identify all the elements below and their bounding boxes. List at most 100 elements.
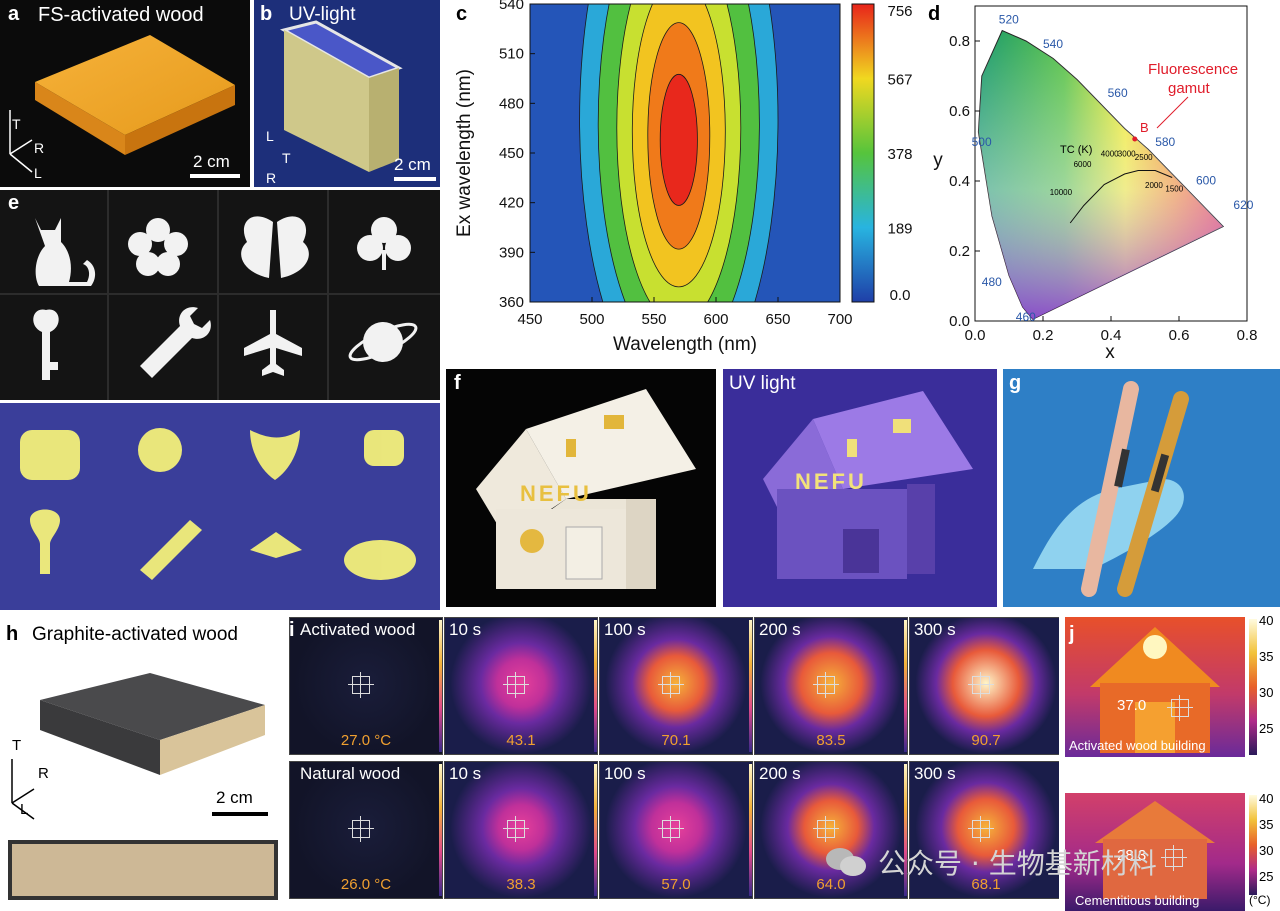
panel-g: g bbox=[1003, 369, 1280, 607]
panel-label: b bbox=[260, 3, 273, 25]
tc-label: TC (K) bbox=[1060, 144, 1092, 156]
wrench-shape bbox=[140, 307, 211, 378]
measure-point-icon bbox=[658, 816, 684, 842]
tc-value: 2500 bbox=[1135, 153, 1153, 162]
x-tick-label: 0.8 bbox=[1237, 327, 1258, 344]
panel-f: f NEFU bbox=[446, 369, 716, 607]
x-tick-label: 700 bbox=[827, 311, 852, 328]
x-tick-label: 450 bbox=[517, 311, 542, 328]
wavelength-label: 540 bbox=[1043, 37, 1063, 51]
panel-label: i bbox=[289, 619, 295, 641]
y-tick-label: 420 bbox=[499, 195, 524, 212]
butterfly-shape bbox=[241, 216, 309, 278]
panel-a: a FS-activated wood T R L 2 cm bbox=[0, 0, 250, 187]
panel-e: e bbox=[0, 190, 440, 610]
wavelength-label: 620 bbox=[1233, 198, 1253, 212]
thermal-image: 100 s 70.1 bbox=[599, 617, 753, 755]
axis-t: T bbox=[12, 737, 22, 754]
thermal-image: 10 s 38.3 bbox=[444, 761, 598, 899]
thermal-image: 200 s 83.5 bbox=[754, 617, 908, 755]
y-tick-label: 0.0 bbox=[949, 313, 970, 330]
colorbar-tick: 25 bbox=[1259, 869, 1274, 884]
colorbar-tick-label: 189 bbox=[887, 221, 912, 238]
thermal-title: 100 s bbox=[604, 764, 646, 783]
planet-shape bbox=[348, 322, 418, 362]
y-tick-label: 540 bbox=[499, 0, 524, 13]
panel-label: f bbox=[454, 372, 461, 394]
thermal-title: 10 s bbox=[449, 620, 482, 639]
temperature-value: 38.3 bbox=[506, 876, 536, 893]
building-caption: Activated wood building bbox=[1069, 738, 1206, 753]
x-tick-label: 600 bbox=[703, 311, 728, 328]
x-axis-label: Wavelength (nm) bbox=[613, 334, 757, 355]
measure-point-icon bbox=[503, 672, 529, 698]
temperature-colorbar bbox=[594, 620, 597, 752]
x-tick-label: 0.2 bbox=[1033, 327, 1054, 344]
scale-bar bbox=[212, 812, 268, 816]
measure-point-icon bbox=[813, 672, 839, 698]
temperature-colorbar bbox=[1249, 795, 1257, 895]
axis-r: R bbox=[34, 140, 45, 156]
colorbar-tick: 30 bbox=[1259, 843, 1274, 858]
y-tick-label: 480 bbox=[499, 95, 524, 112]
axis-t: T bbox=[282, 150, 291, 166]
colorbar-tick: 40 bbox=[1259, 791, 1274, 806]
colorbar-unit: (°C) bbox=[1249, 893, 1271, 907]
wavelength-label: 580 bbox=[1155, 135, 1175, 149]
house-sign: NEFU bbox=[520, 481, 592, 506]
thermal-image: 300 s 68.1 bbox=[909, 761, 1059, 899]
temperature-value: 28.3 bbox=[1117, 847, 1147, 864]
panel-i: Activated wood 27.0 °C 10 s 43.1 100 s 70.1 20… bbox=[289, 615, 1059, 911]
axis-l: L bbox=[20, 801, 29, 818]
axis-r: R bbox=[38, 765, 49, 782]
colorbar-tick-label: 0.0 bbox=[890, 287, 911, 304]
y-tick-label: 0.6 bbox=[949, 103, 970, 120]
panel-f-uv: UV light NEFU bbox=[723, 369, 997, 607]
y-axis-label: y bbox=[933, 150, 943, 171]
measure-point-icon bbox=[658, 672, 684, 698]
panel-label: e bbox=[8, 192, 20, 214]
axis-l: L bbox=[34, 165, 42, 181]
thermal-title: Natural wood bbox=[300, 764, 401, 783]
x-tick-label: 650 bbox=[765, 311, 790, 328]
measure-point-icon bbox=[348, 816, 374, 842]
thermal-title: 200 s bbox=[759, 620, 801, 639]
panel-label: d bbox=[928, 3, 941, 25]
colorbar-tick: 35 bbox=[1259, 817, 1274, 832]
x-tick-label: 550 bbox=[641, 311, 666, 328]
axes-icon bbox=[11, 759, 35, 820]
airplane-shape bbox=[244, 310, 302, 376]
thermal-image: 200 s 64.0 bbox=[754, 761, 908, 899]
scale-label: 2 cm bbox=[394, 155, 431, 174]
temperature-colorbar bbox=[594, 764, 597, 896]
panel-label: a bbox=[8, 3, 20, 25]
wavelength-label: 480 bbox=[982, 275, 1002, 289]
panel-d: d 0.0 0.2 0.4 0.6 0.8 0.0 0.2 0.4 0.6 0.8 520 540 5… bbox=[920, 0, 1280, 362]
temperature-colorbar bbox=[749, 764, 752, 896]
temperature-value: 57.0 bbox=[661, 876, 691, 893]
scale-bar bbox=[190, 174, 240, 178]
y-tick-label: 510 bbox=[499, 46, 524, 63]
y-tick-label: 390 bbox=[499, 244, 524, 261]
planckian-locus bbox=[1069, 170, 1173, 224]
axis-l: L bbox=[266, 128, 274, 144]
tc-value: 4000 bbox=[1101, 150, 1119, 159]
tc-value: 10000 bbox=[1050, 188, 1073, 197]
colorbar-tick-label: 378 bbox=[887, 146, 912, 163]
temperature-value: 68.1 bbox=[971, 876, 1001, 893]
thermal-image: Natural wood 26.0 °C bbox=[289, 761, 443, 899]
wavelength-label: 600 bbox=[1196, 174, 1216, 188]
wavelength-label: 500 bbox=[972, 135, 992, 149]
panel-title: Graphite-activated wood bbox=[32, 624, 238, 645]
thermal-title: 10 s bbox=[449, 764, 482, 783]
measure-point-icon bbox=[348, 672, 374, 698]
data-point-b bbox=[1132, 136, 1138, 142]
watermark-text: 公众号 · 生物基新材料 bbox=[878, 847, 1157, 880]
heatmap-chart: 450 500 550 600 650 700 540 510 480 450 420 390 360… bbox=[454, 0, 913, 355]
thermal-title: Activated wood bbox=[300, 620, 416, 639]
scale-label: 2 cm bbox=[216, 788, 253, 807]
colorbar-tick-label: 756 bbox=[887, 3, 912, 20]
uv-wood-image bbox=[279, 20, 403, 172]
graphite-wood-image bbox=[8, 673, 278, 900]
watermark: 公众号 · 生物基新材料 bbox=[826, 842, 1157, 882]
